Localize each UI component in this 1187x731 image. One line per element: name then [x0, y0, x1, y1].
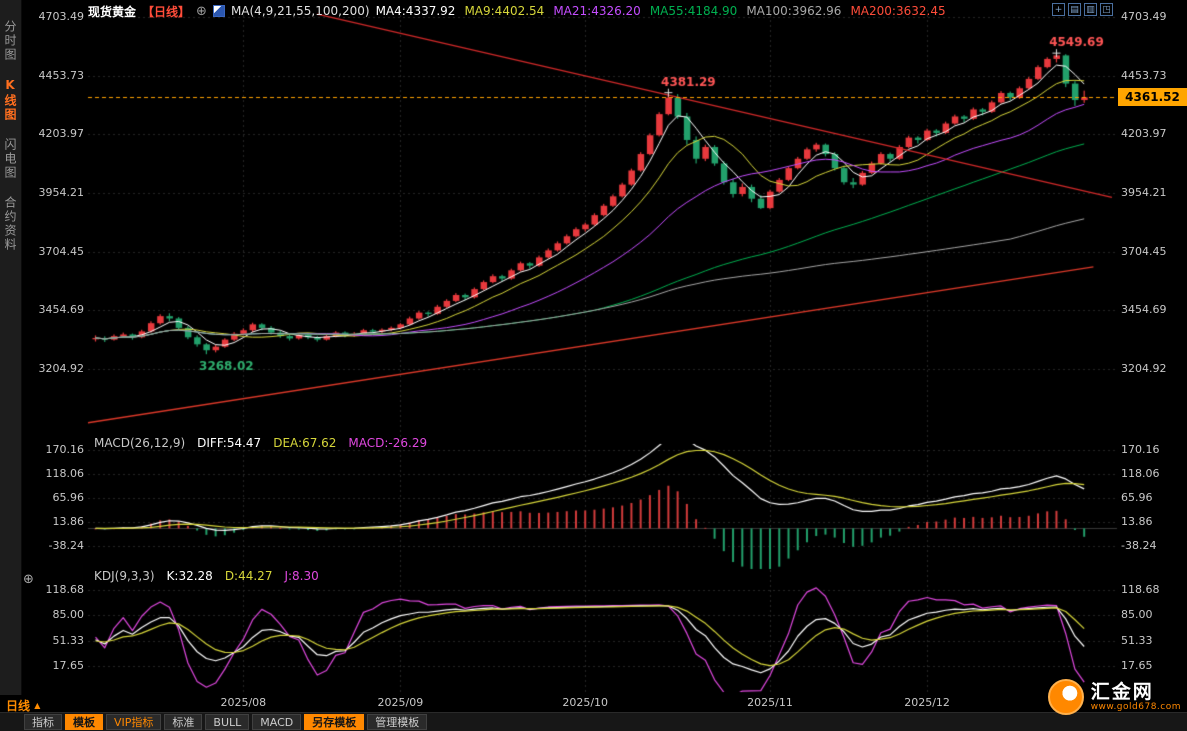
period-selector-label: 日线 — [6, 699, 31, 713]
macd-header-item: MACD(26,12,9) — [94, 436, 186, 450]
sidebar-item[interactable]: 闪电图 — [3, 138, 17, 180]
kdj-header-item: KDJ(9,3,3) — [94, 569, 155, 583]
site-logo[interactable]: 汇金网 www.gold678.com — [1047, 679, 1181, 715]
sidebar-item[interactable]: 分时图 — [3, 20, 17, 62]
bottom-tab[interactable]: 管理模板 — [367, 714, 428, 730]
logo-title: 汇金网 — [1090, 680, 1154, 703]
ma-value: MA4:4337.92 — [375, 4, 456, 18]
flag-icon — [212, 5, 225, 17]
ma-value: MA55:4184.90 — [649, 4, 738, 18]
kdj-header: KDJ(9,3,3) K:32.28 D:44.27 J:8.30 — [94, 569, 319, 583]
chart-type-icon[interactable]: ▥ — [1084, 3, 1097, 16]
logo-url: www.gold678.com — [1090, 701, 1181, 712]
macd-header-item: DEA:67.62 — [273, 436, 337, 450]
fullscreen-icon[interactable]: ◳ — [1100, 3, 1113, 16]
bottom-tab[interactable]: 另存模板 — [304, 714, 365, 730]
chart-header: 现货黄金 【日线】 ⊕ MA(4,9,21,55,100,200) MA4:43… — [88, 3, 946, 19]
ma-values: MA4:4337.92 MA9:4402.54 MA21:4326.20 MA55:4… — [376, 4, 946, 18]
macd-header-item: MACD:-26.29 — [348, 436, 428, 450]
bottom-tabs: 指标 模板 VIP指标 标准 BULL MACD 另存模板 管理模板 — [24, 714, 428, 730]
macd-header: MACD(26,12,9) DIFF:54.47 DEA:67.62 MACD:-26… — [94, 436, 427, 450]
logo-icon — [1047, 679, 1084, 715]
bottom-tab[interactable]: MACD — [252, 714, 302, 730]
add-indicator-icon[interactable]: ⊕ — [196, 3, 207, 19]
left-sidebar: 分时图 K线图闪电图合约资料 — [0, 0, 22, 695]
period-tag: 【日线】 — [142, 4, 191, 19]
grid-view-icon[interactable]: ▤ — [1068, 3, 1081, 16]
ma-value: MA21:4326.20 — [553, 4, 641, 18]
ma-value: MA100:3962.96 — [746, 4, 842, 18]
period-selector[interactable]: 日线 ▲ — [6, 697, 40, 714]
ma-value: MA200:3632.45 — [850, 4, 946, 18]
bottom-tab[interactable]: VIP指标 — [106, 714, 162, 730]
macd-header-item: DIFF:54.47 — [197, 436, 262, 450]
bottom-tab[interactable]: 指标 — [24, 714, 62, 730]
bottom-tab[interactable]: BULL — [205, 714, 250, 730]
ma-settings-label: MA(4,9,21,55,100,200) — [230, 4, 370, 18]
chevron-up-icon: ▲ — [34, 701, 41, 710]
chart-toolbar: + ▤ ▥ ◳ — [1052, 3, 1113, 16]
sidebar-item[interactable]: 合约资料 — [3, 196, 17, 252]
ma-value: MA9:4402.54 — [464, 4, 545, 18]
symbol-title: 现货黄金 — [88, 4, 137, 19]
kdj-header-item: K:32.28 — [166, 569, 213, 583]
last-price-tag: 4361.52 — [1118, 88, 1187, 107]
sidebar-item[interactable]: K线图 — [3, 78, 17, 122]
kdj-header-item: D:44.27 — [224, 569, 273, 583]
bottom-tab[interactable]: 模板 — [65, 714, 103, 730]
pane-settings-icon[interactable]: ⊕ — [23, 572, 34, 587]
bottom-tab[interactable]: 标准 — [164, 714, 203, 730]
kdj-header-item: J:8.30 — [284, 569, 319, 583]
move-icon[interactable]: + — [1052, 3, 1065, 16]
